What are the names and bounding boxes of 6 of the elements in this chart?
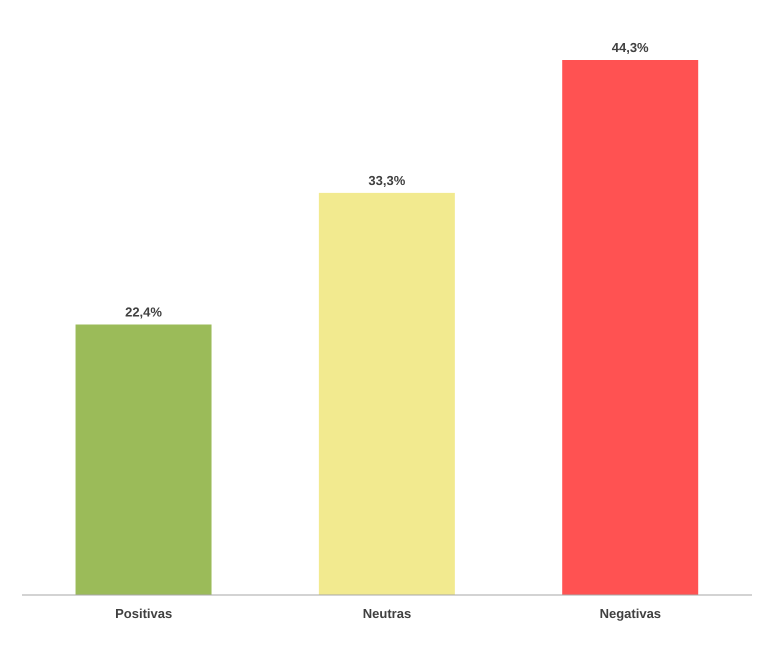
x-tick-label: Negativas [600,606,662,622]
data-label: 33,3% [368,172,406,188]
x-tick-label: Positivas [115,606,172,622]
data-label: 22,4% [125,304,162,320]
x-tick-label: Neutras [362,606,412,622]
data-label: 44,3% [612,40,650,55]
